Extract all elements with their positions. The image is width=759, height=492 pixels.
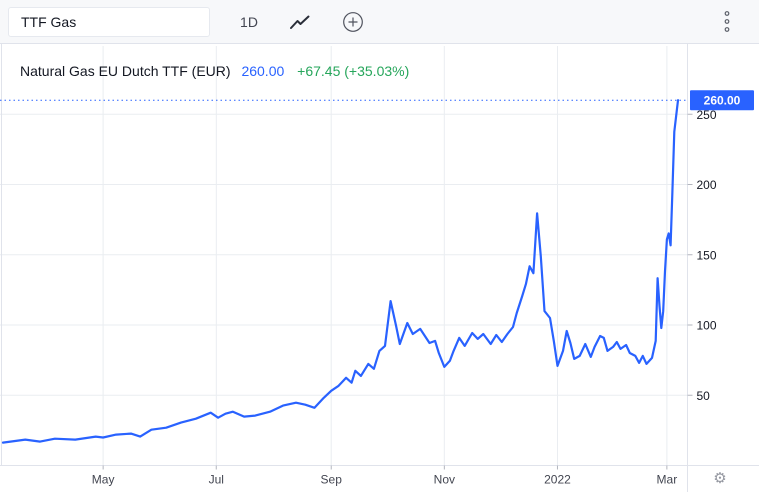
settings-gear-icon[interactable]: ⚙ (713, 469, 727, 487)
price-tick-label: 200 (697, 178, 717, 192)
kebab-menu-icon (722, 10, 732, 34)
price-line-series (1, 99, 680, 444)
compare-add-button[interactable] (334, 7, 372, 37)
more-menu-button[interactable] (714, 8, 740, 36)
last-price-value: 260.00 (241, 63, 285, 79)
price-tick-label: 50 (697, 389, 711, 403)
time-tick-label: Nov (434, 473, 455, 487)
price-tick-label: 150 (697, 248, 717, 262)
time-tick-label: Mar (657, 473, 678, 487)
price-tick-label: 100 (697, 319, 717, 333)
symbol-title: Natural Gas EU Dutch TTF (EUR) (20, 63, 231, 79)
interval-button[interactable]: 1D (230, 7, 268, 37)
last-price-label: 260.00 (704, 94, 741, 108)
toolbar: 1D (0, 0, 759, 44)
symbol-search-input[interactable] (8, 7, 210, 37)
time-tick-label: May (92, 473, 115, 487)
time-tick-label: Sep (321, 473, 343, 487)
chart-style-button[interactable] (280, 7, 320, 37)
time-tick-label: 2022 (544, 473, 571, 487)
last-price-label-box (690, 90, 754, 111)
plus-circle-icon (342, 11, 364, 33)
time-tick-label: Jul (209, 473, 224, 487)
line-chart-style-icon (289, 13, 311, 31)
chart-legend: Natural Gas EU Dutch TTF (EUR) 260.00 +6… (20, 62, 409, 80)
chart-plot-area[interactable]: 250 200 150 100 50 May Jul Sep Nov 2022 Mar 260.00 (0, 44, 759, 492)
price-tick-label: 250 (697, 108, 717, 122)
price-change-value: +67.45 (+35.03%) (297, 63, 410, 79)
